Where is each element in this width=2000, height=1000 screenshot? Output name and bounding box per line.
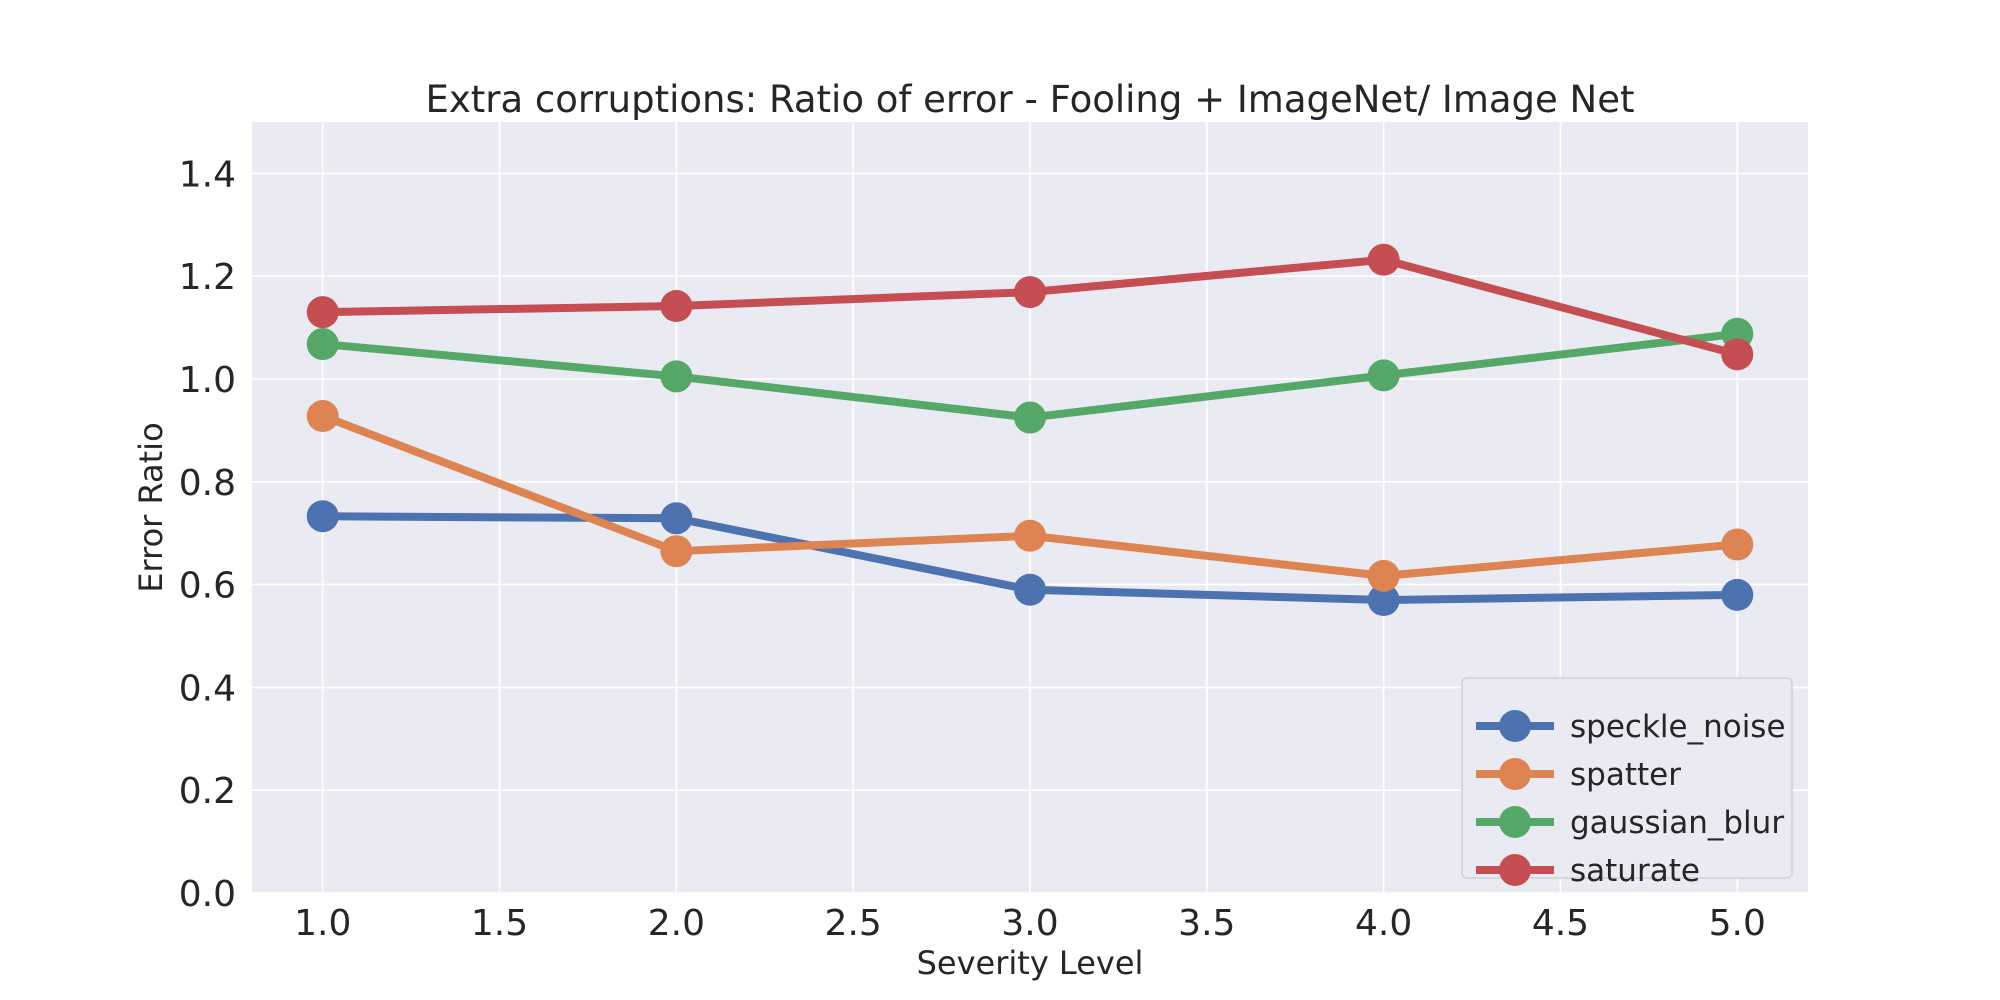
- series-saturate: [306, 243, 1754, 371]
- x-tick-label: 5.0: [1709, 903, 1766, 944]
- data-point: [1367, 243, 1400, 276]
- data-point: [1367, 584, 1400, 617]
- y-axis-label: Error Ratio: [132, 422, 170, 592]
- x-tick-label: 4.0: [1355, 903, 1412, 944]
- data-point: [1367, 559, 1400, 592]
- x-axis-ticks: 1.0 1.5 2.0 2.5 3.0 3.5 4.0 4.5 5.0: [294, 903, 1766, 944]
- series-spatter: [306, 400, 1754, 592]
- data-point: [1014, 573, 1046, 606]
- data-point: [660, 535, 693, 568]
- data-point: [660, 360, 693, 393]
- x-axis-label: Severity Level: [917, 944, 1144, 982]
- legend-label: saturate: [1570, 853, 1700, 889]
- legend-marker: [1499, 806, 1531, 838]
- y-tick-label: 0.4: [179, 668, 236, 709]
- data-point: [1014, 276, 1046, 309]
- data-point: [306, 296, 339, 329]
- data-point: [1721, 338, 1754, 371]
- x-tick-label: 1.5: [471, 903, 528, 944]
- y-tick-label: 0.2: [179, 771, 236, 812]
- data-point: [1014, 519, 1046, 552]
- chart-title: Extra corruptions: Ratio of error - Fool…: [425, 78, 1634, 121]
- x-tick-label: 4.5: [1532, 903, 1589, 944]
- y-tick-label: 1.0: [179, 360, 236, 401]
- y-tick-label: 1.4: [179, 154, 236, 195]
- legend-label: gaussian_blur: [1570, 805, 1784, 841]
- data-point: [1367, 359, 1400, 392]
- y-tick-label: 0.6: [179, 566, 236, 607]
- legend-label: spatter: [1570, 757, 1681, 793]
- x-tick-label: 2.0: [648, 903, 705, 944]
- data-point: [306, 400, 339, 433]
- legend-marker: [1499, 854, 1531, 886]
- data-point: [1721, 528, 1754, 561]
- data-point: [660, 502, 693, 535]
- legend-marker: [1499, 758, 1531, 790]
- x-tick-label: 2.5: [825, 903, 882, 944]
- series-speckle-noise: [306, 500, 1754, 617]
- series-lines: [306, 243, 1754, 617]
- data-point: [306, 500, 339, 533]
- data-point: [660, 290, 693, 323]
- legend-label: speckle_noise: [1570, 709, 1786, 745]
- x-tick-label: 3.0: [1001, 903, 1058, 944]
- data-point: [1014, 401, 1046, 434]
- data-point: [306, 328, 339, 361]
- y-tick-label: 0.8: [179, 463, 236, 504]
- y-tick-label: 1.2: [179, 257, 236, 298]
- legend-marker: [1499, 710, 1531, 742]
- y-axis-ticks: 0.0 0.2 0.4 0.6 0.8 1.0 1.2 1.4: [179, 154, 236, 915]
- data-point: [1721, 578, 1754, 611]
- x-tick-label: 3.5: [1178, 903, 1235, 944]
- x-tick-label: 1.0: [294, 903, 351, 944]
- y-tick-label: 0.0: [179, 874, 236, 915]
